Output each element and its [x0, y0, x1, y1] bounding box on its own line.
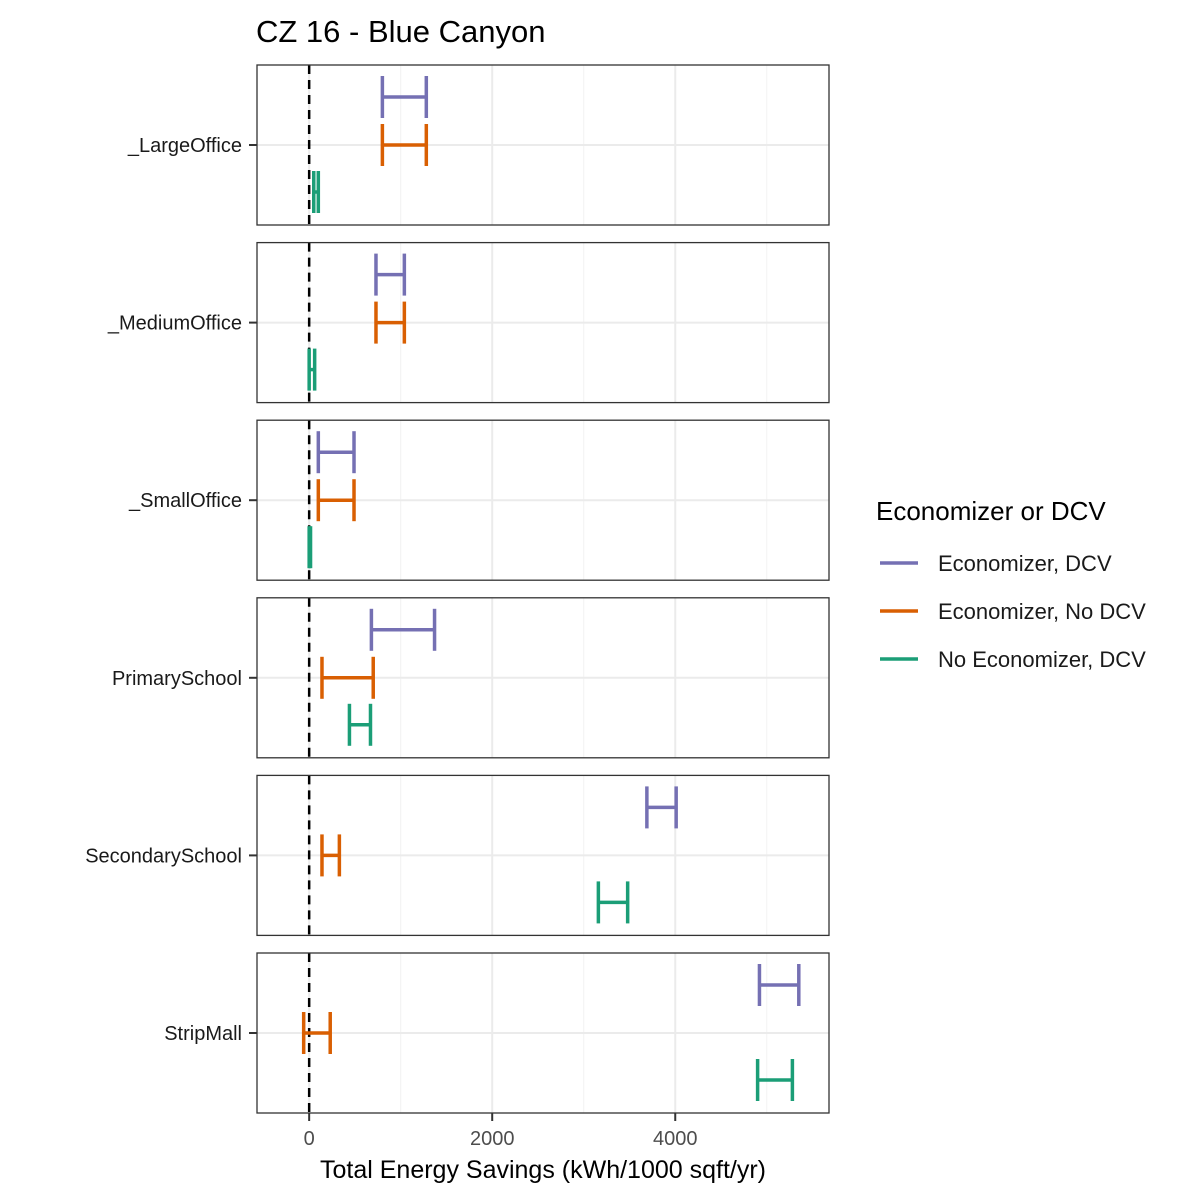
errorbar-economizer-no-dcv	[380, 124, 429, 166]
errorbar-no-economizer-dcv	[347, 703, 373, 746]
y-tick-label: _LargeOffice	[127, 135, 242, 157]
errorbar-no-economizer-dcv	[307, 526, 313, 569]
x-tick-label: 4000	[653, 1128, 698, 1150]
errorbar-economizer-no-dcv	[316, 479, 356, 522]
errorbar-economizer-dcv	[380, 76, 429, 118]
y-tick-label: _MediumOffice	[107, 313, 242, 335]
x-tick-label: 2000	[470, 1128, 515, 1150]
errorbar-economizer-dcv	[757, 964, 801, 1006]
x-tick-label: 0	[304, 1128, 315, 1150]
legend-item: Economizer, No DCV	[880, 599, 1146, 624]
panels-group: _LargeOffice _MediumOffice _SmallOffice Pri…	[85, 64, 830, 1114]
x-axis-title: Total Energy Savings (kWh/1000 sqft/yr)	[320, 1156, 766, 1184]
errorbar-no-economizer-dcv	[311, 171, 321, 213]
legend-label: Economizer, No DCV	[938, 599, 1146, 624]
errorbar-economizer-dcv	[369, 608, 437, 651]
legend: Economizer or DCV Economizer, DCVEconomi…	[876, 496, 1146, 672]
errorbar-economizer-no-dcv	[301, 1012, 332, 1054]
y-tick-label: PrimarySchool	[112, 668, 242, 690]
y-tick-label: StripMall	[164, 1023, 242, 1045]
legend-item: No Economizer, DCV	[880, 647, 1146, 672]
y-tick-label: SecondarySchool	[85, 845, 242, 867]
panel-primaryschool: PrimarySchool	[112, 597, 830, 759]
panel-mediumoffice: _MediumOffice	[107, 241, 830, 404]
legend-item: Economizer, DCV	[880, 551, 1112, 576]
errorbar-no-economizer-dcv	[307, 348, 317, 391]
panel-smalloffice: _SmallOffice	[128, 419, 830, 581]
errorbar-economizer-dcv	[374, 253, 407, 296]
errorbar-economizer-no-dcv	[374, 301, 407, 344]
legend-items: Economizer, DCV Economizer, No DCV No Econ…	[880, 551, 1146, 672]
legend-title: Economizer or DCV	[876, 496, 1106, 526]
errorbar-economizer-no-dcv	[320, 656, 375, 699]
errorbar-economizer-dcv	[645, 786, 678, 829]
x-axis: 0 2000 4000	[304, 1113, 698, 1150]
y-tick-label: _SmallOffice	[128, 490, 242, 512]
chart-title: CZ 16 - Blue Canyon	[256, 14, 545, 49]
errorbar-economizer-no-dcv	[320, 834, 342, 877]
legend-label: Economizer, DCV	[938, 551, 1112, 576]
panel-stripmall: StripMall	[164, 952, 830, 1114]
errorbar-no-economizer-dcv	[755, 1059, 795, 1101]
panel-largeoffice: _LargeOffice	[127, 64, 830, 226]
errorbar-no-economizer-dcv	[596, 881, 630, 924]
legend-label: No Economizer, DCV	[938, 647, 1146, 672]
panel-secondaryschool: SecondarySchool	[85, 774, 830, 937]
errorbar-economizer-dcv	[316, 431, 356, 474]
